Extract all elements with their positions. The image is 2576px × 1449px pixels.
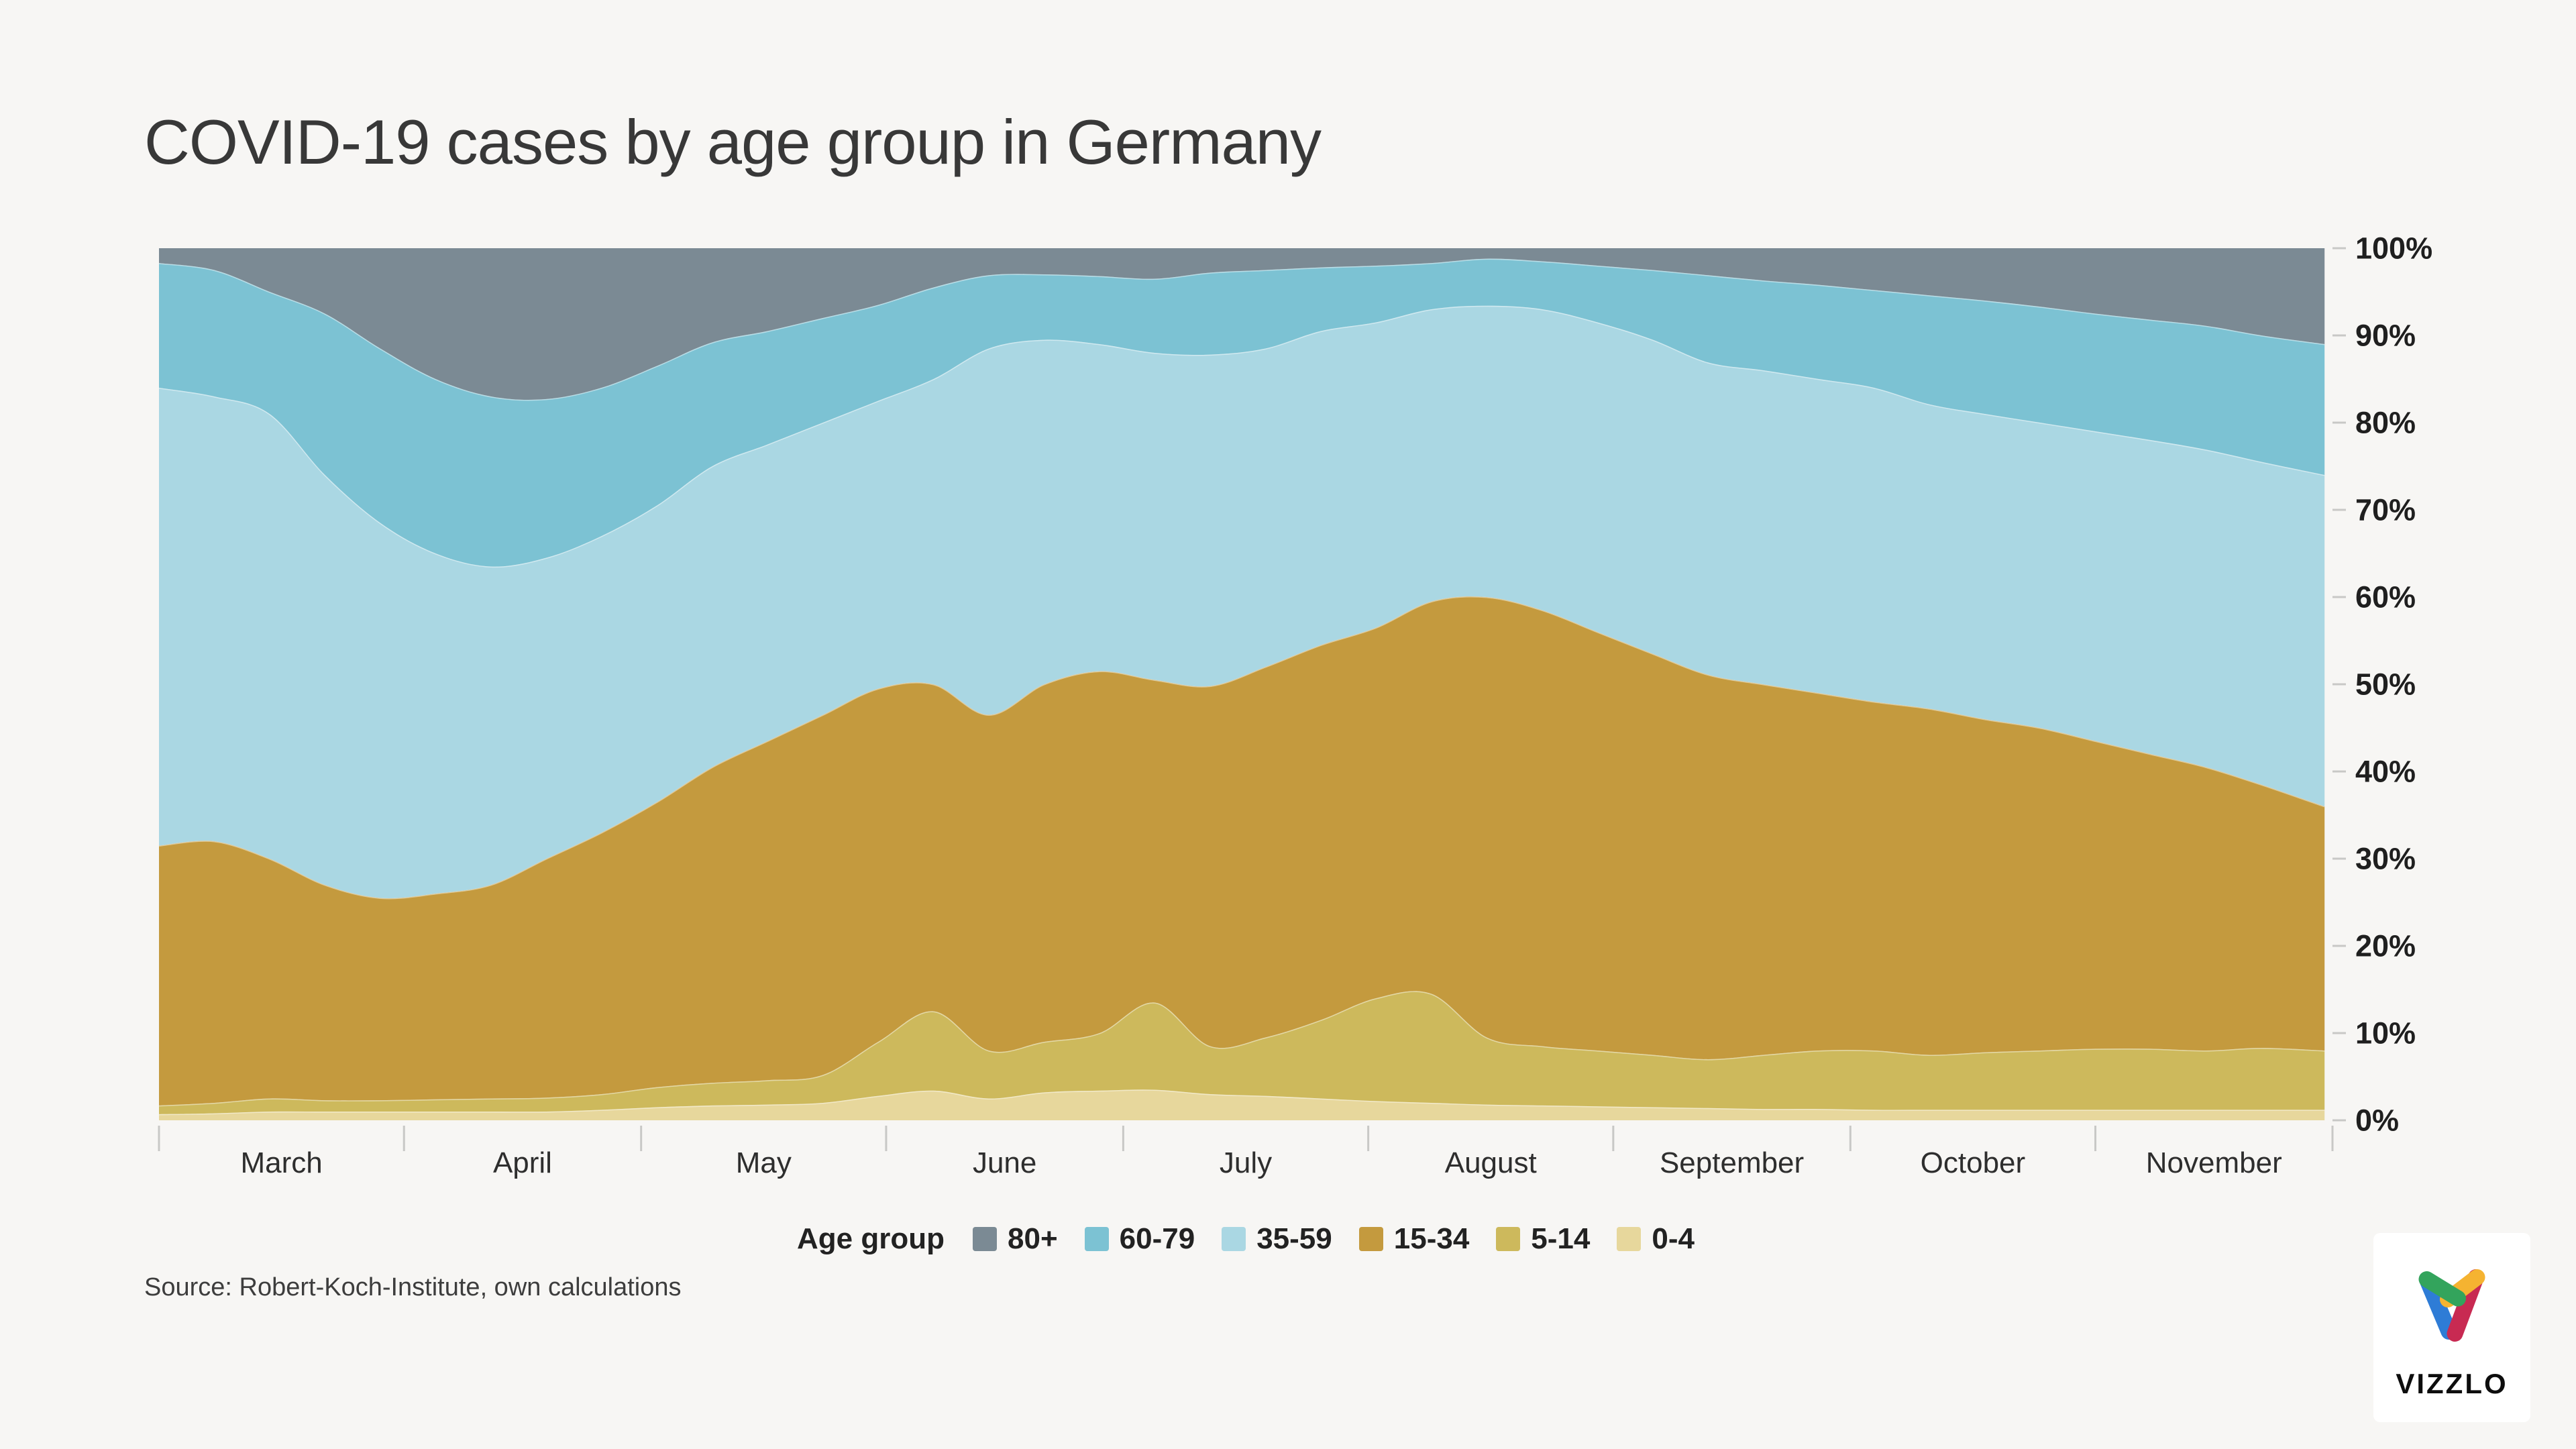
legend-item-label: 5-14: [1531, 1222, 1591, 1255]
vizzlo-logo-mark: [2418, 1269, 2485, 1342]
legend-item-15-34: 15-34: [1358, 1222, 1470, 1256]
area-15-34: [159, 596, 2325, 1106]
area-60-79: [159, 258, 2325, 567]
legend-swatch: [1617, 1227, 1642, 1251]
y-tick-label: 30%: [2355, 842, 2416, 876]
legend-item-80+: 80+: [973, 1222, 1058, 1256]
legend-item-label: 80+: [1008, 1222, 1058, 1255]
area-80+: [159, 248, 2325, 400]
y-tick-label: 10%: [2355, 1016, 2416, 1051]
legend-items: 80+ 60-79 35-59 15-34 5-14 0-4: [973, 1222, 1695, 1256]
legend-item-label: 60-79: [1119, 1222, 1195, 1255]
month-label-March: March: [240, 1146, 322, 1179]
y-tick-label: 90%: [2355, 319, 2416, 353]
legend: Age group 80+ 60-79 35-59 15-34 5-14 0-4: [159, 1222, 2332, 1256]
legend-swatch: [973, 1227, 998, 1251]
month-label-April: April: [493, 1146, 552, 1179]
legend-title: Age group: [797, 1222, 945, 1255]
legend-item-35-59: 35-59: [1222, 1222, 1332, 1256]
y-tick-label: 0%: [2355, 1104, 2399, 1138]
legend-item-60-79: 60-79: [1084, 1222, 1195, 1256]
y-tick-label: 100%: [2355, 231, 2432, 266]
y-tick-label: 60%: [2355, 580, 2416, 614]
legend-item-label: 15-34: [1393, 1222, 1470, 1255]
legend-item-label: 35-59: [1256, 1222, 1332, 1255]
legend-item-label: 0-4: [1652, 1222, 1695, 1255]
month-label-August: August: [1445, 1146, 1537, 1179]
y-tick-label: 70%: [2355, 493, 2416, 527]
month-label-November: November: [2146, 1146, 2282, 1179]
page-title: COVID-19 cases by age group in Germany: [144, 107, 1322, 177]
area-35-59: [159, 305, 2325, 899]
month-label-October: October: [1921, 1146, 2026, 1179]
y-tick-label: 40%: [2355, 755, 2416, 789]
vizzlo-logo-text: VIZZLO: [2396, 1368, 2508, 1399]
vizzlo-logo: VIZZLO: [2373, 1233, 2530, 1422]
month-label-June: June: [973, 1146, 1036, 1179]
legend-swatch: [1358, 1227, 1383, 1251]
legend-swatch: [1222, 1227, 1246, 1251]
month-label-September: September: [1660, 1146, 1804, 1179]
y-tick-label: 80%: [2355, 406, 2416, 440]
month-label-July: July: [1220, 1146, 1272, 1179]
logo-green-stroke: [2418, 1271, 2466, 1307]
legend-item-0-4: 0-4: [1617, 1222, 1695, 1256]
source-note: Source: Robert-Koch-Institute, own calcu…: [144, 1273, 682, 1301]
legend-swatch: [1084, 1227, 1109, 1251]
area-0-4: [159, 1089, 2325, 1120]
legend-item-5-14: 5-14: [1496, 1222, 1590, 1256]
y-tick-label: 20%: [2355, 929, 2416, 963]
area-5-14: [159, 991, 2325, 1114]
y-tick-label: 50%: [2355, 667, 2416, 702]
legend-swatch: [1496, 1227, 1521, 1251]
month-label-May: May: [736, 1146, 792, 1179]
